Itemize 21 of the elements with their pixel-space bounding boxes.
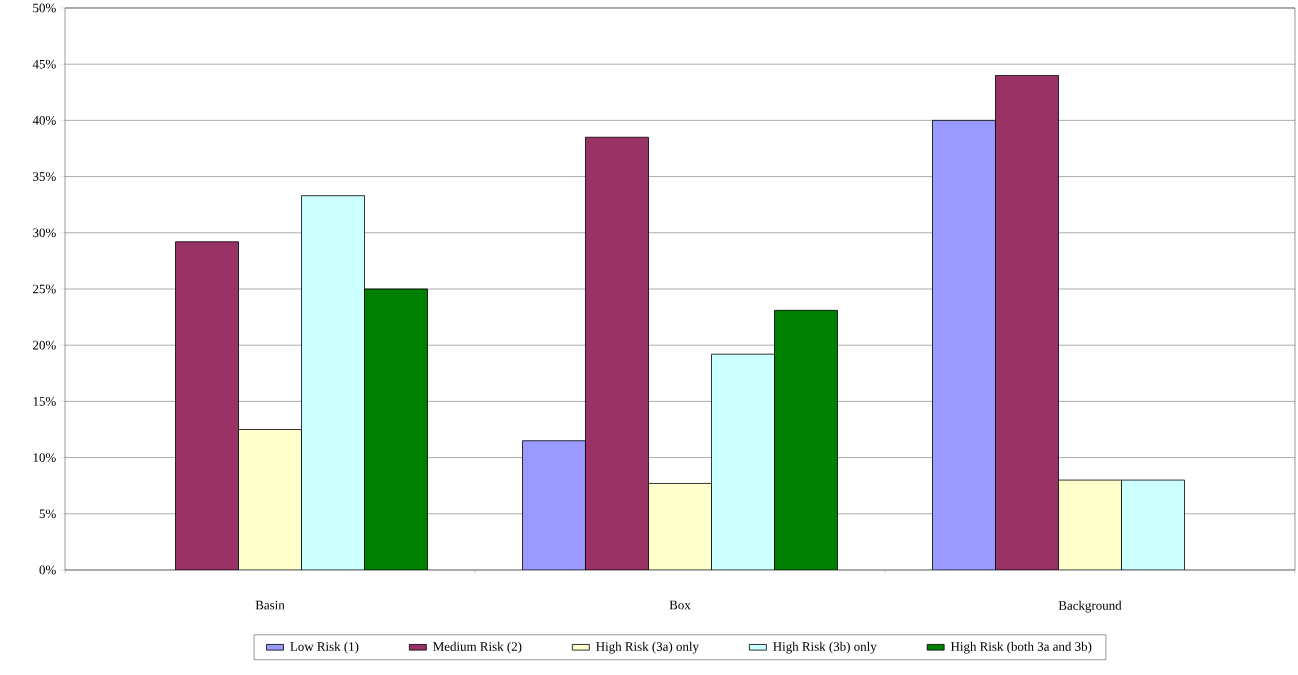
legend-label: High Risk (3b) only [773, 641, 877, 654]
x-tick-label: Basin [255, 600, 285, 610]
legend-label: High Risk (3a) only [596, 641, 699, 654]
y-tick-label: 25% [33, 284, 56, 294]
legend-label: Low Risk (1) [290, 641, 359, 654]
y-tick-label: 30% [33, 228, 56, 238]
y-tick-label: 40% [32, 116, 56, 125]
y-tick-label: 20% [33, 340, 56, 350]
y-tick-label: 35% [33, 172, 56, 181]
y-tick-label: 0% [39, 565, 56, 575]
bar [932, 119, 996, 570]
x-tick-label: Box [669, 600, 691, 610]
bar [522, 440, 586, 570]
y-tick-label: 10% [33, 453, 56, 462]
legend-label: Medium Risk (2) [433, 641, 522, 654]
y-tick-label: 5% [39, 509, 56, 519]
y-tick-label: 45% [32, 59, 56, 69]
legend-label: High Risk (both 3a and 3b) [950, 641, 1092, 654]
y-tick-label: 50% [33, 3, 56, 13]
y-tick-label: 15% [33, 397, 56, 406]
x-tick-label: Background [1058, 600, 1122, 613]
